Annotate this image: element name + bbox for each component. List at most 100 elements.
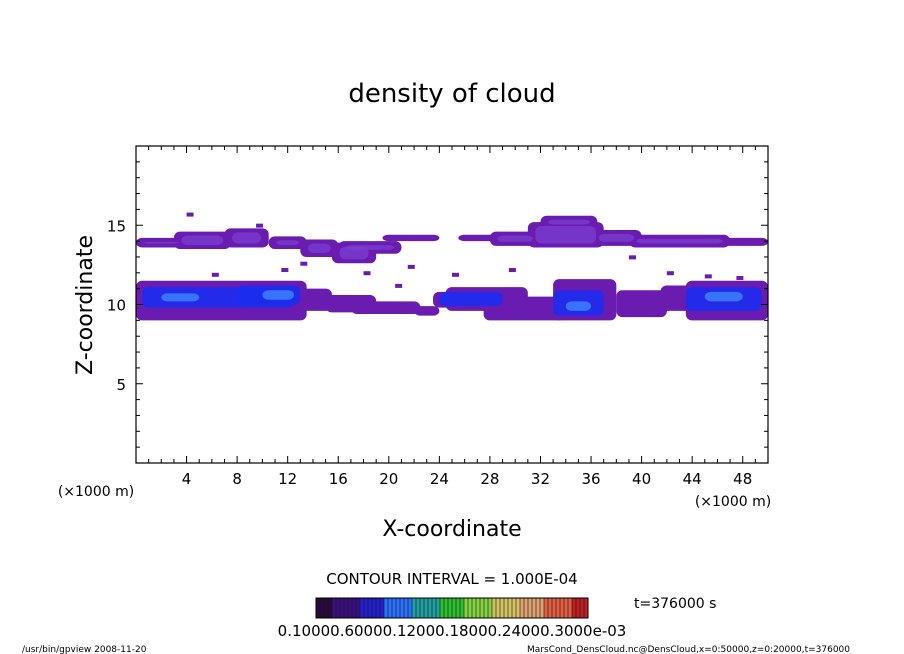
colorbar-swatch — [356, 598, 361, 618]
colorbar-swatch — [432, 598, 437, 618]
colorbar-swatch — [324, 598, 329, 618]
cloud-speckle — [395, 283, 403, 288]
colorbar-swatch — [428, 598, 433, 618]
colorbar-swatch — [360, 598, 365, 618]
cloud-region — [276, 240, 300, 246]
colorbar-swatch — [380, 598, 385, 618]
colorbar-swatch — [364, 598, 369, 618]
cloud-speckle — [186, 212, 194, 217]
cloud-region — [262, 290, 294, 300]
colorbar-swatch — [352, 598, 357, 618]
colorbar-swatch — [420, 598, 425, 618]
cloud-speckle — [407, 264, 415, 269]
colorbar-swatch — [412, 598, 417, 618]
x-tick-label: 4 — [182, 470, 192, 488]
colorbar-swatch — [452, 598, 457, 618]
footer-source: MarsCond_DensCloud.nc@DensCloud,x=0:5000… — [527, 645, 850, 654]
cloud-speckle — [256, 223, 264, 228]
colorbar-swatch — [392, 598, 397, 618]
colorbar-swatch — [544, 598, 549, 618]
colorbar-swatch — [484, 598, 489, 618]
x-tick-label: 48 — [733, 470, 752, 488]
colorbar-swatch — [512, 598, 517, 618]
x-unit-right: (×1000 m) — [695, 494, 771, 510]
colorbar-swatch — [556, 598, 561, 618]
cloud-speckle — [736, 275, 744, 280]
cloud-speckle — [363, 271, 371, 276]
colorbar-swatch — [404, 598, 409, 618]
cloud-region — [345, 245, 394, 250]
x-tick-label: 16 — [329, 470, 348, 488]
colorbar-swatch — [540, 598, 545, 618]
colorbar-swatch — [496, 598, 501, 618]
colorbar-swatch — [336, 598, 341, 618]
cloud-region — [382, 234, 440, 242]
x-axis-label: X-coordinate — [382, 517, 521, 542]
colorbar-swatch — [480, 598, 485, 618]
time-label: t=376000 s — [634, 596, 716, 612]
colorbar-swatch — [456, 598, 461, 618]
colorbar-swatch — [472, 598, 477, 618]
colorbar-swatch — [436, 598, 441, 618]
cloud-region — [307, 243, 331, 253]
cloud-region — [350, 301, 421, 315]
cloud-region — [161, 293, 200, 302]
x-tick-label: 20 — [379, 470, 398, 488]
cloud-region — [439, 291, 503, 307]
colorbar-swatch — [516, 598, 521, 618]
cloud-speckle — [628, 255, 636, 260]
colorbar-swatch — [536, 598, 541, 618]
x-tick-label: 44 — [683, 470, 702, 488]
cloud-region — [636, 238, 723, 244]
cloud-region — [660, 285, 693, 311]
colorbar-swatch — [376, 598, 381, 618]
y-tick-label: 5 — [116, 376, 126, 394]
x-tick-label: 32 — [531, 470, 550, 488]
colorbar-swatch — [416, 598, 421, 618]
colorbar-swatch — [532, 598, 537, 618]
colorbar-swatch — [564, 598, 569, 618]
cloud-speckle — [704, 274, 712, 279]
colorbar-swatch — [500, 598, 505, 618]
cloud-region — [565, 301, 592, 311]
colorbar-swatch — [568, 598, 573, 618]
colorbar-swatch — [444, 598, 449, 618]
cloud-density-field — [136, 212, 768, 321]
cloud-region — [535, 226, 597, 244]
colorbar-swatch — [396, 598, 401, 618]
colorbar-swatch — [408, 598, 413, 618]
colorbar-swatch — [488, 598, 493, 618]
colorbar-swatch — [424, 598, 429, 618]
colorbar-swatch — [552, 598, 557, 618]
colorbar-swatch — [388, 598, 393, 618]
x-tick-label: 36 — [581, 470, 600, 488]
colorbar-swatch — [460, 598, 465, 618]
cloud-region — [717, 237, 768, 246]
cloud-speckle — [508, 268, 516, 273]
colorbar-swatch — [492, 598, 497, 618]
contour-interval-label: CONTOUR INTERVAL = 1.000E-04 — [326, 570, 577, 588]
cloud-region — [414, 306, 440, 316]
cloud-region — [598, 233, 635, 242]
x-tick-label: 24 — [430, 470, 449, 488]
cloud-speckle — [281, 268, 289, 273]
cloud-speckle — [211, 272, 219, 277]
colorbar-swatch — [580, 598, 585, 618]
cloud-region — [497, 235, 533, 242]
y-tick-label: 10 — [107, 297, 126, 315]
colorbar-swatch — [524, 598, 529, 618]
colorbar-swatch — [520, 598, 525, 618]
colorbar-swatch — [448, 598, 453, 618]
chart-title: density of cloud — [348, 79, 555, 109]
colorbar-swatch — [476, 598, 481, 618]
colorbar-swatch — [400, 598, 405, 618]
colorbar-swatch — [332, 598, 337, 618]
colorbar-swatch — [584, 598, 589, 618]
colorbar-swatch — [372, 598, 377, 618]
cloud-region — [616, 290, 667, 318]
cloud-region — [548, 219, 590, 225]
y-tick-label: 15 — [107, 217, 126, 235]
cloud-region — [483, 296, 566, 321]
colorbar — [315, 598, 589, 618]
x-unit-left: (×1000 m) — [58, 484, 134, 500]
